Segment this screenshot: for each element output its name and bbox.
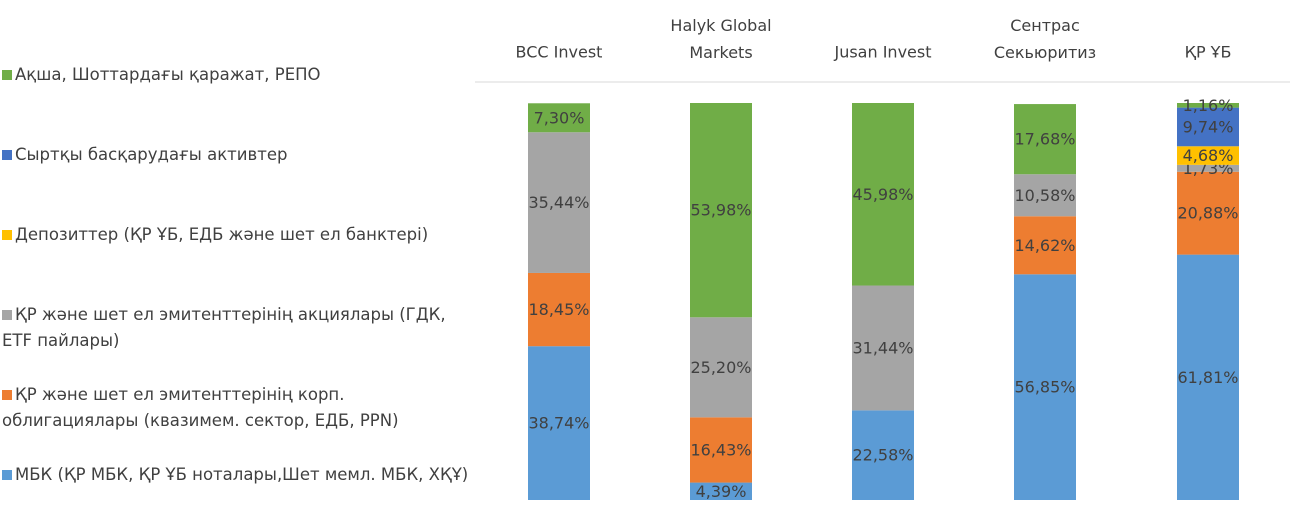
legend-item: ҚР және шет ел эмитенттерінің акциялары … — [2, 302, 472, 354]
value-label: 35,44% — [528, 193, 589, 212]
value-label: 7,30% — [534, 108, 585, 127]
value-label: 31,44% — [852, 338, 913, 357]
legend-swatch — [2, 70, 12, 80]
value-label: 1,16% — [1183, 96, 1234, 115]
bar-segment — [1177, 254, 1239, 500]
value-label: 9,74% — [1183, 117, 1234, 136]
legend-swatch — [2, 390, 12, 400]
bar-segment — [1014, 174, 1076, 217]
bar-segment — [852, 410, 914, 500]
legend-label: ҚР және шет ел эмитенттерінің корп. обли… — [2, 385, 399, 430]
legend-label: Депозиттер (ҚР ҰБ, ЕДБ және шет ел банкт… — [15, 225, 429, 244]
value-label: 4,68% — [1183, 146, 1234, 165]
bar-segment — [1014, 216, 1076, 275]
legend-item: Сыртқы басқарудағы активтер — [2, 142, 472, 168]
legend: МБК (ҚР МБК, ҚР ҰБ ноталары,Шет мемл. МБ… — [0, 0, 480, 508]
value-label: 16,43% — [690, 440, 751, 459]
bar-segment — [1177, 107, 1239, 147]
bar-segment — [528, 132, 590, 273]
legend-label: Ақша, Шоттардағы қаражат, РЕПО — [15, 65, 321, 84]
legend-item: Депозиттер (ҚР ҰБ, ЕДБ және шет ел банкт… — [2, 222, 472, 248]
value-label: 20,88% — [1177, 204, 1238, 223]
category-label: Halyk Global Markets — [670, 16, 771, 62]
bar-segment — [690, 482, 752, 500]
value-label: 22,58% — [852, 446, 913, 465]
bar-segment — [690, 103, 752, 318]
category-label: Сентрас Секьюритиз — [994, 16, 1096, 62]
legend-item: МБК (ҚР МБК, ҚР ҰБ ноталары,Шет мемл. МБ… — [2, 462, 472, 488]
bar-segment — [1177, 171, 1239, 255]
legend-label: МБК (ҚР МБК, ҚР ҰБ ноталары,Шет мемл. МБ… — [15, 465, 469, 484]
legend-swatch — [2, 150, 12, 160]
legend-label: Сыртқы басқарудағы активтер — [15, 145, 288, 164]
legend-swatch — [2, 310, 12, 320]
bar-segment — [1177, 103, 1239, 108]
value-label: 56,85% — [1014, 378, 1075, 397]
bar-segment — [690, 317, 752, 418]
value-label: 45,98% — [852, 185, 913, 204]
category-label: ҚР ҰБ — [1185, 43, 1232, 62]
legend-swatch — [2, 230, 12, 240]
legend-item: Ақша, Шоттардағы қаражат, РЕПО — [2, 62, 472, 88]
value-label: 38,74% — [528, 414, 589, 433]
bar-segment — [1177, 146, 1239, 165]
legend-item: ҚР және шет ел эмитенттерінің корп. обли… — [2, 382, 472, 434]
value-label: 53,98% — [690, 201, 751, 220]
value-label: 61,81% — [1177, 368, 1238, 387]
bar-segment — [1014, 274, 1076, 500]
category-label: Jusan Invest — [833, 43, 931, 62]
value-label: 4,39% — [696, 482, 747, 501]
value-label: 17,68% — [1014, 130, 1075, 149]
bar-segment — [1177, 164, 1239, 172]
bar-segment — [528, 346, 590, 500]
value-label: 18,45% — [528, 300, 589, 319]
bar-segment — [852, 103, 914, 286]
bar-segment — [528, 103, 590, 133]
value-label: 14,62% — [1014, 236, 1075, 255]
category-label: BCC Invest — [516, 43, 603, 62]
bar-segment — [690, 417, 752, 483]
legend-swatch — [2, 470, 12, 480]
legend-label: ҚР және шет ел эмитенттерінің акциялары … — [2, 305, 446, 350]
bar-segment — [1014, 104, 1076, 175]
bar-segment — [528, 272, 590, 347]
value-label: 10,58% — [1014, 186, 1075, 205]
bar-segment — [852, 285, 914, 411]
value-label: 25,20% — [690, 358, 751, 377]
